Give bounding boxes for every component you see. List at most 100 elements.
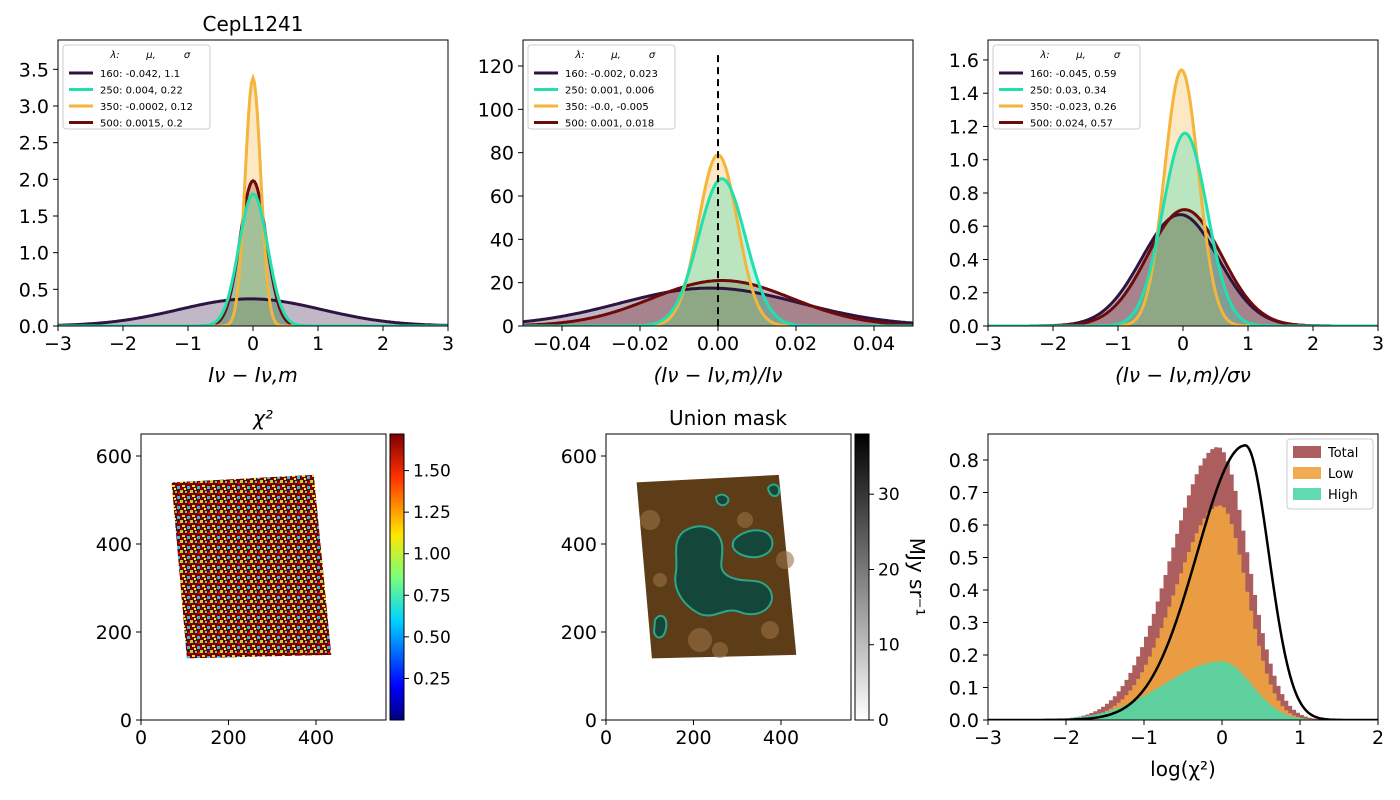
x-tick-label: −3 — [44, 333, 72, 355]
y-tick-label: 1.6 — [949, 50, 979, 72]
x-tick-label: 0 — [1177, 333, 1189, 355]
series-line-250 — [58, 192, 448, 326]
x-axis-label: (Iν − Iν,m)/Iν — [654, 363, 783, 387]
y-tick-label: 1.5 — [19, 206, 49, 228]
series-fill-250 — [58, 194, 448, 326]
x-tick-label: 2 — [1307, 333, 1319, 355]
x-tick-label: 2 — [377, 333, 389, 355]
y-tick-label: 0.2 — [949, 283, 979, 305]
legend-entry: Total — [1327, 446, 1358, 461]
x-tick-label: 1 — [312, 333, 324, 355]
y-tick-label: 2.5 — [19, 133, 49, 155]
legend-entry: 350: -0.0002, 0.12 — [100, 102, 193, 113]
y-tick-label: 1.0 — [949, 150, 979, 172]
legend: Total Low High — [1286, 438, 1374, 510]
legend-header: σ — [1114, 50, 1121, 61]
legend-entry: 350: -0.023, 0.26 — [1030, 102, 1117, 113]
x-tick-label: −2 — [1052, 727, 1080, 749]
legend-header: μ, — [610, 50, 621, 61]
y-tick-label: 80 — [490, 143, 514, 165]
series-fill-500 — [988, 209, 1378, 326]
series-line-500 — [58, 179, 448, 326]
legend-header: λ: — [574, 50, 584, 61]
y-tick-label: 0.1 — [949, 678, 979, 700]
panel-title: Union mask — [669, 406, 787, 430]
legend-header: λ: — [109, 50, 119, 61]
x-tick-label: 1 — [1242, 333, 1254, 355]
legend-box — [62, 44, 211, 130]
series-line-350 — [988, 68, 1378, 326]
y-tick-label: 0.0 — [19, 316, 49, 338]
x-tick-label: 400 — [298, 727, 334, 749]
histogram-high — [988, 661, 1378, 720]
union-mask-panel: Union mask 0 200 400 0 200 400 600 0 10 20 30 MJy… — [561, 406, 929, 749]
y-tick-label: 0 — [120, 710, 132, 732]
y-tick-label: 0.8 — [949, 450, 979, 472]
colorbar-tick-label: 1.50 — [413, 462, 451, 482]
y-tick-label: 100 — [478, 99, 514, 121]
y-tick-label: 1.2 — [949, 116, 979, 138]
y-tick-label: 0.2 — [949, 645, 979, 667]
colorbar-tick-label: 1.25 — [413, 503, 451, 523]
colorbar-tick-label: 10 — [878, 636, 900, 656]
colorbar-label: MJy sr⁻¹ — [905, 538, 929, 617]
legend-entry: 160: -0.042, 1.1 — [100, 69, 180, 80]
y-tick-label: 0.4 — [949, 249, 979, 271]
y-tick-label: 0.6 — [949, 515, 979, 537]
x-axis-label: log(χ²) — [1150, 757, 1216, 781]
mask-contour — [652, 614, 668, 639]
legend: λ: μ, σ 160: -0.042, 1.1 250: 0.004, 0.22 350… — [62, 44, 211, 130]
x-tick-label: −0.02 — [611, 333, 669, 355]
y-tick-label: 0 — [585, 710, 597, 732]
colorbar-tick-label: 0 — [878, 711, 889, 731]
bright-patch — [688, 628, 712, 652]
y-tick-label: 400 — [561, 534, 597, 556]
series-line-160 — [58, 297, 448, 326]
y-tick-label: 1.4 — [949, 83, 979, 105]
legend-entry: 500: 0.001, 0.018 — [565, 119, 654, 130]
series-fill-160 — [58, 298, 448, 326]
colorbar-tick-label: 20 — [878, 560, 900, 580]
x-axis-label: Iν − Iν,m — [208, 363, 297, 387]
series-fill-500 — [58, 180, 448, 326]
legend-entry: 250: 0.03, 0.34 — [1030, 86, 1107, 97]
legend-header: σ — [649, 50, 656, 61]
legend-entry: 160: -0.002, 0.023 — [565, 69, 658, 80]
legend-swatch — [1293, 446, 1321, 458]
legend-header: σ — [184, 50, 191, 61]
legend-entry: 500: 0.0015, 0.2 — [100, 119, 183, 130]
x-tick-label: 2 — [1372, 727, 1384, 749]
residual-histogram-panel: CepL1241 −3 −2 −1 0 1 2 3 0.0 0.5 1.0 1.5 2.0 2.5 3.0… — [19, 12, 454, 387]
x-tick-label: −1 — [1104, 333, 1132, 355]
series-line-350 — [58, 73, 448, 326]
histogram-low — [988, 505, 1378, 720]
y-tick-label: 0.4 — [949, 580, 979, 602]
mask-contours — [640, 483, 794, 658]
legend-box — [527, 44, 676, 130]
y-tick-label: 1.0 — [19, 243, 49, 265]
legend-header: μ, — [1075, 50, 1086, 61]
y-tick-label: 200 — [96, 622, 132, 644]
x-tick-label: 0 — [600, 727, 612, 749]
y-tick-label: 600 — [96, 446, 132, 468]
x-tick-label: 3 — [442, 333, 454, 355]
colorbar-tick-label: 30 — [878, 485, 900, 505]
mask-contour — [731, 529, 774, 559]
x-tick-label: 0 — [1216, 727, 1228, 749]
y-tick-label: 0.3 — [949, 613, 979, 635]
x-tick-label: 200 — [675, 727, 711, 749]
bright-patch — [761, 621, 779, 639]
x-tick-label: 400 — [763, 727, 799, 749]
y-tick-label: 20 — [490, 273, 514, 295]
normalized-residual-histogram-panel: −3 −2 −1 0 1 2 3 0.0 0.2 0.4 0.6 0.8 1.0 1.2 1.4 1.6 (I… — [949, 39, 1384, 387]
chi2-region — [171, 474, 332, 659]
colorbar — [854, 433, 870, 721]
x-tick-label: −1 — [174, 333, 202, 355]
y-tick-label: 3.0 — [19, 96, 49, 118]
log-chi2-histogram-panel: −3 −2 −1 0 1 2 0.0 0.1 0.2 0.3 0.4 0.5 0.6 0.7 0.8 log… — [949, 433, 1384, 781]
colorbar-tick-label: 0.25 — [413, 669, 451, 689]
legend-entry: 500: 0.024, 0.57 — [1030, 119, 1113, 130]
x-tick-label: −3 — [974, 727, 1002, 749]
series-fill-350 — [58, 78, 448, 326]
bright-patch — [776, 551, 794, 569]
